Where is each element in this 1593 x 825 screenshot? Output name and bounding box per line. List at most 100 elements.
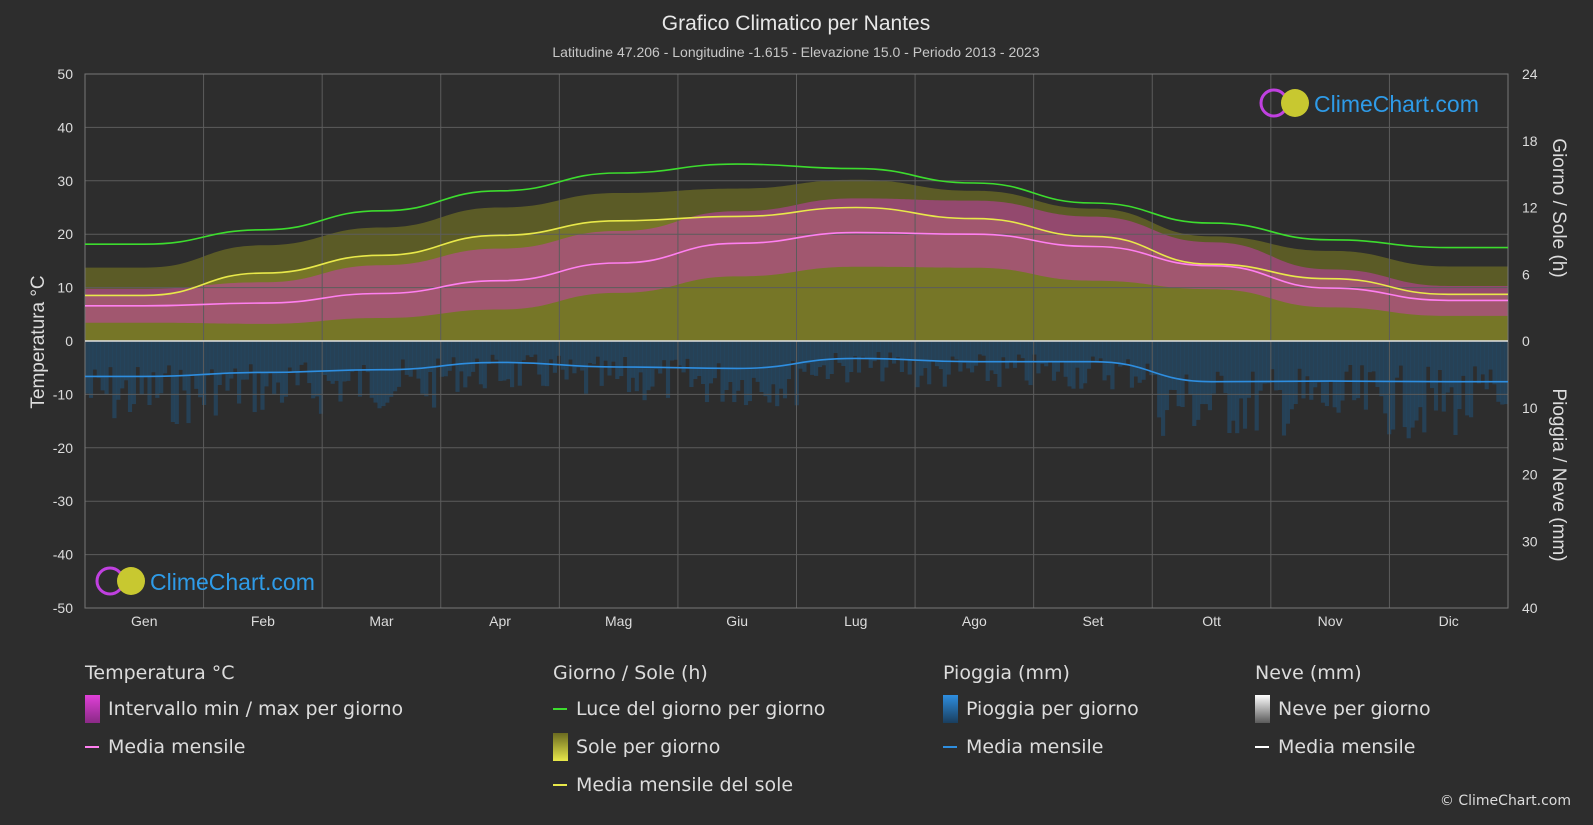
rain-daily-bar	[669, 341, 674, 361]
rain-daily-bar	[619, 341, 624, 377]
rain-daily-bar	[163, 341, 168, 374]
rain-daily-bar	[361, 341, 366, 365]
rain-daily-bar	[907, 341, 912, 375]
rain-daily-bar	[743, 341, 749, 406]
rain-daily-bar	[615, 341, 620, 379]
rain-daily-bar	[697, 341, 702, 376]
rain-daily-bar	[853, 341, 858, 357]
rain-daily-bar	[1398, 341, 1403, 366]
x-tick-label: Nov	[1318, 613, 1343, 629]
rain-daily-bar	[888, 341, 893, 353]
rain-daily-bar	[1153, 341, 1158, 376]
logo-sun-icon	[1281, 89, 1309, 117]
rain-daily-bar	[307, 341, 312, 384]
y-left-tick-label: 30	[57, 173, 73, 189]
rain-daily-bar	[194, 341, 199, 389]
copyright: © ClimeChart.com	[1439, 793, 1571, 809]
rain-daily-bar	[1098, 341, 1103, 359]
rain-daily-bar	[474, 341, 480, 359]
rain-daily-bar	[736, 341, 741, 391]
rain-daily-bar	[763, 341, 768, 397]
rain-daily-bar	[205, 341, 211, 376]
rain-daily-bar	[864, 341, 869, 358]
rain-daily-bar	[318, 341, 324, 414]
rain-daily-bar	[447, 341, 452, 371]
rain-daily-bar	[970, 341, 975, 373]
rain-daily-bar	[1433, 341, 1439, 411]
rain-daily-bar	[1176, 341, 1181, 407]
rain-daily-bar	[584, 341, 589, 394]
rain-daily-bar	[1055, 341, 1060, 372]
rain-daily-bar	[1484, 341, 1489, 390]
rain-daily-bar	[424, 341, 429, 397]
rain-daily-bar	[1328, 341, 1333, 381]
rain-daily-bar	[806, 341, 811, 364]
rain-daily-bar	[1504, 341, 1509, 405]
rain-daily-bar	[548, 341, 554, 360]
rain-daily-bar	[147, 341, 152, 405]
rain-daily-bar	[1215, 341, 1220, 372]
chart-legend: Temperatura °C Intervallo min / max per …	[0, 660, 1593, 810]
rain-daily-bar	[903, 341, 908, 359]
y-left-tick-label: 40	[57, 119, 73, 135]
x-tick-label: Apr	[489, 613, 511, 629]
rain-daily-bar	[1480, 341, 1485, 375]
rain-daily-bar	[1375, 341, 1380, 387]
rain-daily-bar	[283, 341, 288, 397]
rain-daily-bar	[701, 341, 706, 384]
rain-daily-bar	[693, 341, 698, 380]
sun-mean-line	[85, 206, 1508, 297]
rain-daily-bar	[938, 341, 943, 369]
chart-title: Grafico Climatico per Nantes	[662, 12, 930, 35]
rain-daily-bar	[299, 341, 304, 365]
rain-daily-bar	[915, 341, 920, 388]
swatch-snow-mean	[1255, 746, 1269, 748]
x-tick-label: Set	[1082, 613, 1103, 629]
rain-daily-bar	[1048, 341, 1053, 362]
rain-daily-bar	[104, 341, 109, 395]
rain-daily-bar	[209, 341, 214, 370]
rain-daily-bar	[962, 341, 967, 363]
rain-daily-bar	[1406, 341, 1411, 439]
rain-daily-bar	[973, 341, 979, 366]
rain-daily-bar	[1383, 341, 1388, 414]
rain-daily-bar	[1036, 341, 1041, 374]
rain-daily-bar	[954, 341, 959, 360]
rain-daily-bar	[486, 341, 491, 364]
rain-daily-bar	[1441, 341, 1446, 412]
rain-daily-bar	[568, 341, 573, 360]
x-tick-label: Giu	[726, 613, 748, 629]
rain-daily-bar	[1059, 341, 1064, 362]
rain-daily-bar	[564, 341, 569, 380]
rain-daily-bar	[1449, 341, 1454, 388]
rain-daily-bar	[1418, 341, 1423, 408]
rain-daily-bar	[927, 341, 932, 385]
legend-label: Intervallo min / max per giorno	[108, 698, 404, 720]
y-left-tick-label: 50	[57, 66, 73, 82]
rain-daily-bar	[576, 341, 581, 368]
rain-daily-bar	[642, 341, 647, 401]
rain-daily-bar	[845, 341, 850, 383]
rain-daily-bar	[1496, 341, 1501, 402]
rain-daily-bar	[1262, 341, 1267, 384]
rain-daily-bar	[740, 341, 745, 380]
rain-daily-bar	[880, 341, 885, 382]
rain-daily-bar	[1371, 341, 1376, 372]
rain-daily-bar	[1051, 341, 1057, 381]
rain-daily-bar	[611, 341, 616, 362]
rain-daily-bar	[556, 341, 561, 356]
rain-daily-bar	[225, 341, 230, 391]
rain-daily-bar	[654, 341, 659, 370]
x-tick-label: Ago	[962, 613, 987, 629]
legend-group-snow: Neve (mm) Neve per giorno Media mensile	[1255, 660, 1431, 766]
rain-daily-bar	[1145, 341, 1150, 364]
swatch-sun-daily	[553, 733, 568, 761]
legend-label: Media mensile	[966, 736, 1104, 758]
rain-daily-bar	[1293, 341, 1298, 404]
rain-daily-bar	[182, 341, 187, 391]
rain-daily-bar	[779, 341, 784, 389]
y-left-axis-label: Temperatura °C	[28, 275, 49, 408]
legend-item-snow-daily: Neve per giorno	[1255, 690, 1431, 728]
rain-daily-bar	[931, 341, 936, 361]
rain-daily-bar	[143, 341, 148, 378]
